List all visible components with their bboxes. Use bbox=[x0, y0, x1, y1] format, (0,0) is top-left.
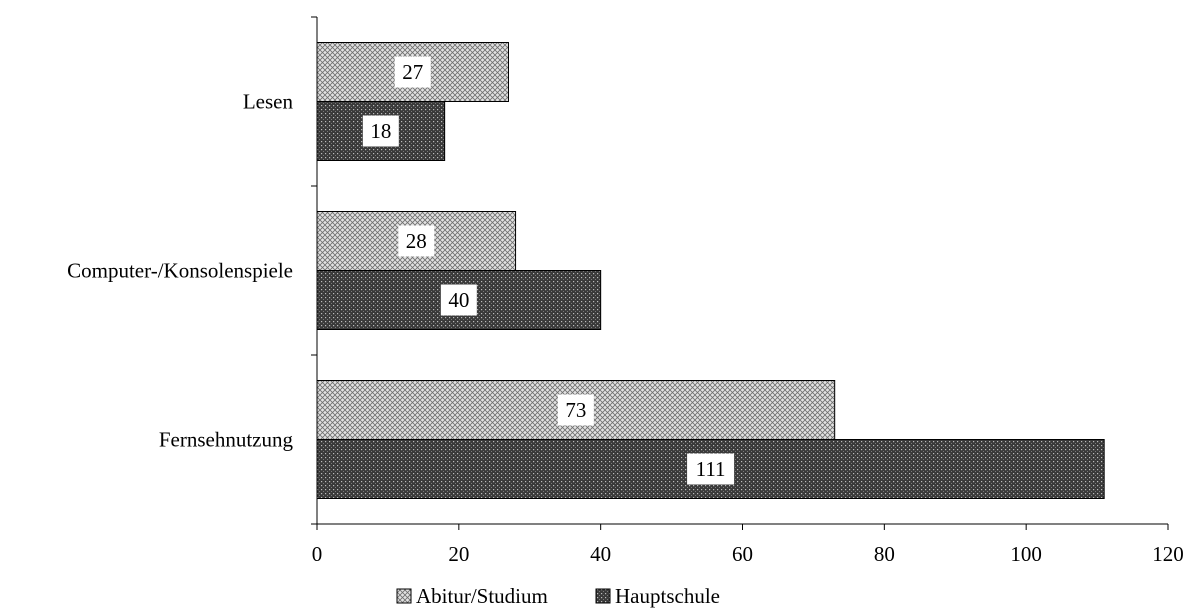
data-label-box bbox=[557, 394, 594, 426]
category-label: Fernsehnutzung bbox=[159, 428, 294, 452]
data-label-box bbox=[687, 453, 735, 485]
data-label: 28 bbox=[406, 229, 427, 253]
x-tick-label: 40 bbox=[590, 542, 611, 566]
data-label: 18 bbox=[370, 119, 391, 143]
data-label-box bbox=[398, 225, 435, 257]
x-tick-label: 80 bbox=[874, 542, 895, 566]
plot-area: 27 18 Lesen 28 40 Computer-/Konsolenspiele 73 1… bbox=[67, 16, 1184, 566]
x-tick-label: 100 bbox=[1010, 542, 1042, 566]
data-label-box bbox=[394, 56, 431, 88]
legend-swatch-abitur-studium bbox=[396, 588, 412, 604]
legend-label-abitur-studium: Abitur/Studium bbox=[416, 584, 548, 608]
x-tick-label: 60 bbox=[732, 542, 753, 566]
category-label: Lesen bbox=[243, 90, 294, 114]
legend: Abitur/Studium Hauptschule bbox=[396, 584, 720, 608]
data-label: 27 bbox=[402, 60, 423, 84]
data-label: 111 bbox=[696, 457, 726, 481]
data-label: 73 bbox=[565, 398, 586, 422]
x-tick-label: 120 bbox=[1152, 542, 1184, 566]
category-label: Computer-/Konsolenspiele bbox=[67, 259, 293, 283]
data-label: 40 bbox=[448, 288, 469, 312]
x-tick-label: 0 bbox=[312, 542, 323, 566]
legend-swatch-hauptschule bbox=[595, 588, 611, 604]
x-tick-label: 20 bbox=[448, 542, 469, 566]
data-label-box bbox=[362, 115, 399, 147]
data-label-box bbox=[440, 284, 477, 316]
legend-label-hauptschule: Hauptschule bbox=[615, 584, 720, 608]
